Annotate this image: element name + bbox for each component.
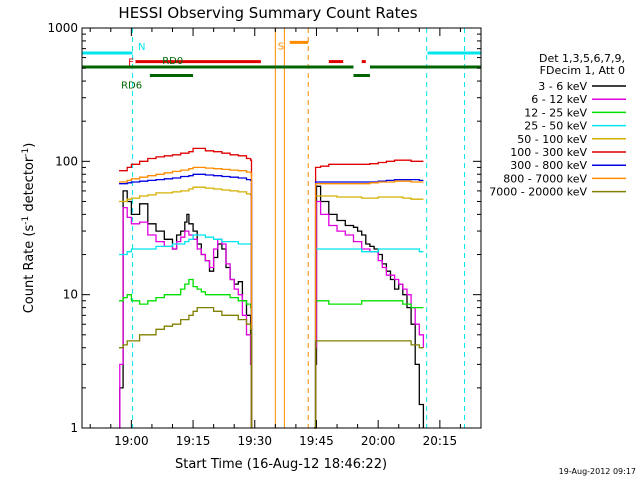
series-line-5 [119, 147, 424, 429]
series-line-4 [119, 186, 424, 429]
timestamp: 19-Aug-2012 09:17 [559, 467, 636, 476]
flag-label-rd0: RD0 [162, 56, 183, 67]
x-tick-label-3: 19:45 [299, 434, 334, 448]
flag-label-rd6: RD6 [121, 81, 142, 92]
x-tick-label-2: 19:30 [237, 434, 272, 448]
legend-entry-4: 50 - 100 keV [517, 133, 587, 146]
legend-entry-2: 12 - 25 keV [524, 106, 587, 119]
legend-entry-7: 800 - 7000 keV [503, 172, 587, 185]
axes: 19:00 19:15 19:30 19:45 20:00 20:15 1 10 100 1000 [47, 21, 482, 448]
plot-frame [81, 27, 482, 429]
legend-entry-1: 6 - 12 keV [531, 93, 587, 106]
legend-entry-5: 100 - 300 keV [510, 146, 587, 159]
series-line-7 [119, 166, 424, 429]
legend: Det 1,3,5,6,7,9,FDecim 1, Att 0 3 - 6 keV… [489, 52, 626, 199]
x-tick-label-0: 19:00 [114, 434, 149, 448]
chart-title: HESSI Observing Summary Count Rates [118, 4, 417, 22]
x-axis-label: Start Time (16-Aug-12 18:46:22) [175, 457, 387, 472]
x-tick-label-5: 20:15 [423, 434, 458, 448]
x-tick-label-1: 19:15 [176, 434, 211, 448]
series-line-2 [119, 278, 424, 429]
plot-area: N S F RD0 RD6 [82, 28, 481, 429]
legend-entry-6: 300 - 800 keV [510, 159, 587, 172]
legend-header-line-0: Det 1,3,5,6,7,9, [539, 52, 625, 65]
series-line-8 [119, 306, 424, 429]
flag-label-n: N [138, 42, 145, 53]
y-tick-label-1: 10 [63, 288, 78, 302]
y-tick-label-3: 1000 [47, 21, 78, 35]
flag-label-s: S [278, 41, 284, 52]
x-tick-label-4: 20:00 [361, 434, 396, 448]
legend-entry-8: 7000 - 20000 keV [489, 186, 587, 199]
y-axis-label: Count Rate (s-1 detector-1) [21, 143, 37, 314]
legend-entry-0: 3 - 6 keV [538, 80, 587, 93]
y-tick-label-0: 1 [70, 421, 78, 435]
series-line-1 [119, 200, 425, 429]
legend-header-line-1: FDecim 1, Att 0 [540, 64, 625, 77]
y-tick-label-2: 100 [55, 154, 78, 168]
series-line-3 [119, 234, 424, 429]
legend-entry-3: 25 - 50 keV [524, 120, 587, 133]
flag-label-f: F [128, 58, 134, 69]
series-line-0 [119, 185, 425, 429]
